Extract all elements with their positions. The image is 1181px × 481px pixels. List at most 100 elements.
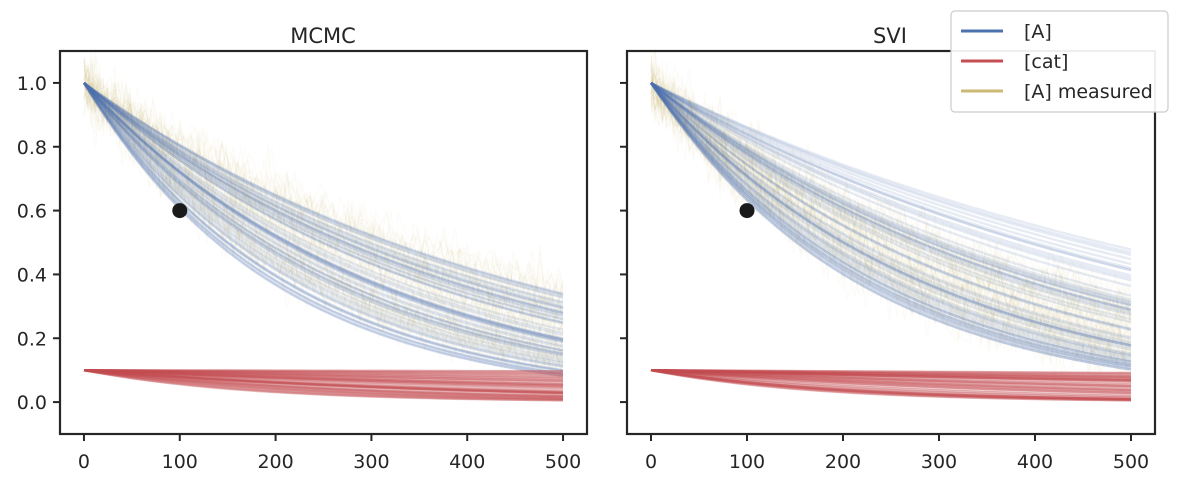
series-line-cat xyxy=(83,369,564,395)
series-line-a-measured xyxy=(650,84,1132,365)
series-line-a-measured xyxy=(650,82,1132,349)
series-line-a-measured xyxy=(83,81,564,315)
series-line-cat xyxy=(83,369,564,384)
series-line-a xyxy=(83,82,564,331)
series-line-cat xyxy=(84,369,563,373)
legend-label-a: [A] xyxy=(1024,21,1052,43)
series-line-a xyxy=(650,82,1132,341)
series-line-a xyxy=(650,81,1132,272)
series-line-cat xyxy=(83,369,564,398)
series-line-a xyxy=(650,82,1132,368)
legend-label-cat: [cat] xyxy=(1024,51,1068,73)
series-line-a-measured xyxy=(650,63,1132,381)
series-line-a-measured xyxy=(650,84,1132,326)
series-line-a xyxy=(83,82,564,342)
legend-box xyxy=(950,10,1169,113)
series-line-cat xyxy=(650,369,1132,380)
series-line-a-measured xyxy=(83,77,564,338)
series-line-cat xyxy=(650,369,1132,389)
series-line-a xyxy=(650,81,1132,306)
series-line-a xyxy=(83,82,564,341)
series-line-a xyxy=(83,81,564,317)
series-line-cat xyxy=(84,369,564,375)
series-line-a-measured xyxy=(650,65,1132,363)
series-line-cat xyxy=(83,369,564,395)
series-line-a xyxy=(650,82,1132,366)
series-line-a-measured xyxy=(83,76,564,309)
mcmc-y-tick-label: 0.0 xyxy=(17,392,47,414)
series-line-a xyxy=(83,82,564,352)
series-line-a xyxy=(82,82,564,372)
series-line-a xyxy=(83,82,564,335)
series-line-a xyxy=(82,82,564,375)
series-line-cat xyxy=(83,369,564,390)
mcmc-y-tick-label: 0.2 xyxy=(17,328,47,350)
legend-label-a-measured: [A] measured xyxy=(1024,81,1153,103)
series-line-a xyxy=(650,81,1132,254)
series-line-a-measured xyxy=(650,71,1132,364)
series-line-cat xyxy=(83,369,564,382)
series-line-a-measured xyxy=(650,91,1132,376)
series-line-a xyxy=(650,82,1132,356)
series-line-cat xyxy=(651,369,1132,375)
series-line-a-measured xyxy=(650,81,1132,375)
series-line-cat xyxy=(650,369,1132,384)
series-line-cat xyxy=(83,369,564,382)
series-line-cat xyxy=(83,369,564,402)
series-line-cat xyxy=(650,369,1132,398)
series-line-a-measured xyxy=(83,58,564,369)
series-line-a xyxy=(83,82,564,321)
series-line-cat xyxy=(83,369,564,378)
series-line-a xyxy=(83,82,564,347)
series-line-a-measured xyxy=(83,83,564,366)
series-line-a-measured xyxy=(83,81,564,371)
series-line-a-measured xyxy=(83,101,564,373)
series-line-a-measured xyxy=(650,74,1132,330)
series-line-a xyxy=(650,82,1132,349)
series-line-cat xyxy=(83,369,564,400)
series-line-a xyxy=(83,82,564,352)
series-line-a-measured xyxy=(83,71,564,341)
series-line-a xyxy=(650,81,1132,312)
series-line-a-measured xyxy=(650,69,1132,342)
series-line-cat xyxy=(650,369,1132,401)
series-line-a xyxy=(83,82,564,344)
series-line-a xyxy=(650,82,1132,357)
series-line-cat xyxy=(83,369,564,397)
series-line-a xyxy=(82,82,564,377)
svi-x-tick-label: 500 xyxy=(1113,451,1149,473)
series-line-cat xyxy=(650,369,1132,379)
series-line-a-measured xyxy=(83,63,564,338)
mcmc-x-tick-label: 400 xyxy=(449,451,485,473)
series-line-a-measured xyxy=(650,76,1132,354)
series-line-a xyxy=(83,82,564,356)
series-line-a xyxy=(650,82,1132,330)
series-line-a xyxy=(650,81,1132,277)
series-line-a-measured xyxy=(650,51,1132,350)
series-line-cat xyxy=(650,369,1132,402)
series-line-a-measured xyxy=(650,77,1132,374)
series-line-a xyxy=(650,82,1132,331)
series-line-a xyxy=(83,82,564,368)
series-line-cat xyxy=(83,369,564,398)
series-line-cat xyxy=(84,369,563,376)
series-line-a-measured xyxy=(650,81,1132,319)
series-line-a xyxy=(83,82,564,355)
series-line-a xyxy=(83,81,564,299)
series-line-a-measured xyxy=(83,81,564,325)
series-line-cat xyxy=(83,369,564,402)
series-line-cat xyxy=(83,369,564,400)
series-line-a-measured xyxy=(650,59,1132,360)
series-line-a xyxy=(83,81,564,315)
mcmc-x-tick-label: 200 xyxy=(257,451,293,473)
series-line-a xyxy=(83,82,564,341)
series-line-a xyxy=(83,82,564,368)
series-line-a xyxy=(83,81,564,305)
series-line-cat xyxy=(650,369,1132,378)
svi-x-tick-label: 400 xyxy=(1017,451,1053,473)
series-line-a-measured xyxy=(83,68,564,333)
series-line-a xyxy=(83,82,564,325)
series-line-cat xyxy=(650,369,1132,388)
series-line-cat xyxy=(650,369,1132,398)
mcmc-y-tick-label: 0.6 xyxy=(17,201,47,223)
